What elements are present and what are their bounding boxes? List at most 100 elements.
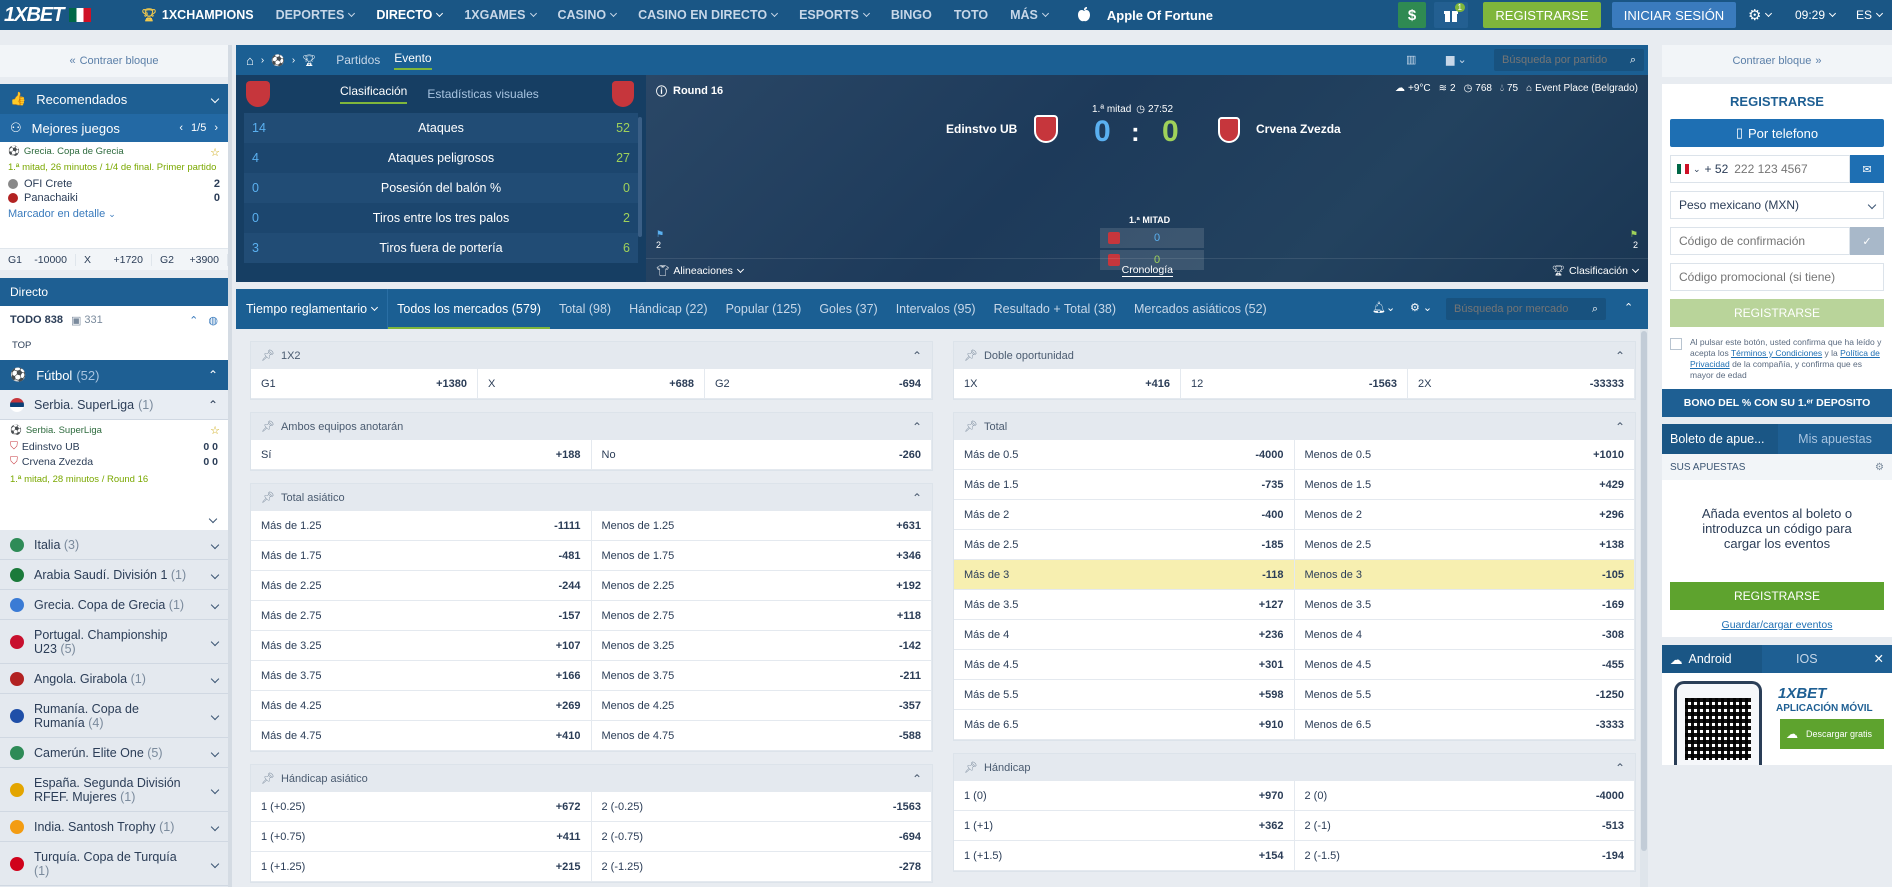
market-tab-1[interactable]: Total (98) (558, 302, 612, 316)
odds-cell[interactable]: 1 (+1.5) +154 (954, 841, 1295, 870)
odds-cell[interactable]: Más de 2.5 -185 (954, 530, 1295, 559)
nav-item-8[interactable]: TOTO (943, 0, 999, 30)
pin-icon[interactable]: 📌︎ (964, 421, 978, 433)
download-app-button[interactable]: ☁ Descargar gratis (1780, 719, 1884, 749)
market-search-input[interactable] (1454, 303, 1580, 315)
odds-cell[interactable]: G1 +1380 (251, 369, 478, 398)
next-arrow-icon[interactable]: › (214, 122, 218, 134)
tab-ios[interactable]: IOS (1790, 652, 1818, 666)
clock-menu[interactable]: 09:29 (1795, 8, 1837, 22)
odds-cell[interactable]: 2 (-0.75) -694 (592, 822, 932, 851)
close-icon[interactable]: ✕ (1873, 652, 1884, 666)
odds-cell[interactable]: Más de 3.5 +127 (954, 590, 1295, 619)
all-events-row[interactable]: TODO 838 ▣ 331 ⌃ ◍ (0, 306, 228, 334)
tab-standings[interactable]: Clasificación (340, 84, 408, 104)
odds-cell[interactable]: Menos de 2.75 +118 (592, 601, 932, 630)
nav-item-5[interactable]: CASINO EN DIRECTO (627, 0, 788, 30)
market-tab-7[interactable]: Mercados asiáticos (52) (1134, 302, 1267, 316)
tab-matches[interactable]: Partidos (336, 53, 381, 67)
odds-cell[interactable]: Menos de 1.75 +346 (592, 541, 932, 570)
featured-odd-2[interactable]: G2 +3900 (152, 253, 228, 266)
chevron-down-icon[interactable] (208, 514, 218, 524)
league-row[interactable]: Grecia. Copa de Grecia (1) (0, 590, 228, 620)
odds-cell[interactable]: Menos de 6.5 -3333 (1295, 710, 1635, 739)
apple-of-fortune-link[interactable]: Apple Of Fortune (1077, 7, 1213, 23)
odds-cell[interactable]: Más de 3.25 +107 (251, 631, 592, 660)
collapse-right-button[interactable]: Contraer bloque» (1662, 45, 1892, 77)
login-button[interactable]: INICIAR SESIÓN (1612, 2, 1736, 28)
gear-icon[interactable]: ⚙ ⌄ (1410, 302, 1433, 314)
timeline-tab[interactable]: Cronología (1121, 264, 1173, 277)
tab-visual-stats[interactable]: Estadísticas visuales (427, 87, 539, 101)
market-tab-5[interactable]: Intervalos (95) (895, 302, 976, 316)
tab-bet-slip[interactable]: Boleto de apue... (1662, 424, 1778, 454)
odds-cell[interactable]: Más de 2.75 -157 (251, 601, 592, 630)
league-row[interactable]: India. Santosh Trophy (1) (0, 812, 228, 842)
league-row[interactable]: Rumanía. Copa de Rumanía (4) (0, 694, 228, 738)
odds-cell[interactable]: Menos de 3.5 -169 (1295, 590, 1635, 619)
market-tab-3[interactable]: Popular (125) (725, 302, 802, 316)
league-row[interactable]: Camerún. Elite One (5) (0, 738, 228, 768)
standings-button[interactable]: 🏆︎ Clasificación (1552, 264, 1640, 277)
nav-item-4[interactable]: CASINO (547, 0, 628, 30)
pin-icon[interactable]: 📌︎ (964, 762, 978, 774)
odds-cell[interactable]: Más de 2.25 -244 (251, 571, 592, 600)
market-header[interactable]: 📌︎ 1X2 ⌃ (251, 342, 932, 369)
brand-logo[interactable]: 1XBET (0, 0, 130, 30)
tab-event[interactable]: Evento (394, 51, 432, 70)
nav-item-9[interactable]: MÁS (999, 0, 1059, 30)
odds-cell[interactable]: Más de 3.75 +166 (251, 661, 592, 690)
gift-button[interactable]: 1 (1434, 2, 1468, 28)
pin-icon[interactable]: 📌︎ (261, 350, 275, 362)
search-icon[interactable]: ⌕ (1591, 302, 1598, 315)
markets-scrollbar[interactable] (1640, 329, 1648, 887)
market-tab-2[interactable]: Hándicap (22) (629, 302, 708, 316)
score-detail-link[interactable]: Marcador en detalle ⌄ (8, 208, 116, 220)
odds-cell[interactable]: 1 (0) +970 (954, 781, 1295, 810)
odds-cell[interactable]: Menos de 3 -105 (1295, 560, 1635, 589)
league-serbia-row[interactable]: Serbia. SuperLiga (1) ⌃ (0, 390, 228, 420)
bonus-banner[interactable]: BONO DEL % CON SU 1.ᵉʳ DEPOSITO (1662, 389, 1892, 417)
odds-cell[interactable]: Menos de 3.25 -142 (592, 631, 932, 660)
trophy-icon[interactable]: 🏆︎ (302, 54, 317, 67)
odds-cell[interactable]: Más de 4.5 +301 (954, 650, 1295, 679)
terms-link[interactable]: Términos y Condiciones (1730, 348, 1823, 358)
odds-cell[interactable]: Menos de 2.5 +138 (1295, 530, 1635, 559)
terms-checkbox[interactable] (1670, 338, 1682, 350)
odds-cell[interactable]: Menos de 4 -308 (1295, 620, 1635, 649)
globe-icon[interactable]: ◍ (208, 314, 218, 327)
favorite-star-icon[interactable]: ☆ (210, 425, 220, 437)
odds-cell[interactable]: 1X +416 (954, 369, 1181, 398)
stats-chart-icon[interactable]: ▆ ⌄ (1446, 54, 1467, 66)
odds-cell[interactable]: 1 (+1) +362 (954, 811, 1295, 840)
save-load-events-link[interactable]: Guardar/cargar eventos (1721, 619, 1833, 631)
event-search-input[interactable] (1502, 54, 1620, 66)
odds-cell[interactable]: Más de 3 -118 (954, 560, 1295, 589)
odds-cell[interactable]: Más de 4.75 +410 (251, 721, 592, 750)
register-submit-button[interactable]: REGISTRARSE (1670, 299, 1884, 327)
phone-field[interactable]: ⌄ + 52 (1670, 155, 1850, 183)
odds-cell[interactable]: 2 (0) -4000 (1295, 781, 1635, 810)
league-row[interactable]: Italia (3) (0, 530, 228, 560)
register-by-phone-tab[interactable]: ▯ Por telefono (1670, 119, 1884, 147)
phone-input[interactable] (1734, 162, 1831, 176)
deposit-dollar-button[interactable]: $ (1398, 2, 1426, 28)
market-search-field[interactable]: ⌕ (1446, 298, 1606, 320)
featured-odd-1[interactable]: X +1720 (76, 253, 152, 266)
odds-cell[interactable]: 1 (+0.75) +411 (251, 822, 592, 851)
odds-cell[interactable]: Más de 4 +236 (954, 620, 1295, 649)
market-tab-4[interactable]: Goles (37) (819, 302, 878, 316)
gear-icon[interactable]: ⚙ (1875, 461, 1884, 473)
event-search-field[interactable]: ⌕ (1494, 49, 1644, 71)
odds-cell[interactable]: 2 (-0.25) -1563 (592, 792, 932, 821)
league-row[interactable]: Angola. Girabola (1) (0, 664, 228, 694)
soccer-ball-icon[interactable]: ⚽ (271, 54, 285, 67)
league-row[interactable]: España. Segunda División RFEF. Mujeres (… (0, 768, 228, 812)
featured-match-card[interactable]: ⚽ Grecia. Copa de Grecia ☆ 1.ª mitad, 26 … (0, 142, 228, 270)
odds-cell[interactable]: 1 (+0.25) +672 (251, 792, 592, 821)
nav-item-1[interactable]: DEPORTES (265, 0, 366, 30)
odds-cell[interactable]: Más de 1.5 -735 (954, 470, 1295, 499)
collapse-all-icon[interactable]: ⌃ (1624, 302, 1634, 314)
odds-cell[interactable]: Más de 1.25 -1111 (251, 511, 592, 540)
left-scrollbar[interactable] (228, 45, 232, 887)
